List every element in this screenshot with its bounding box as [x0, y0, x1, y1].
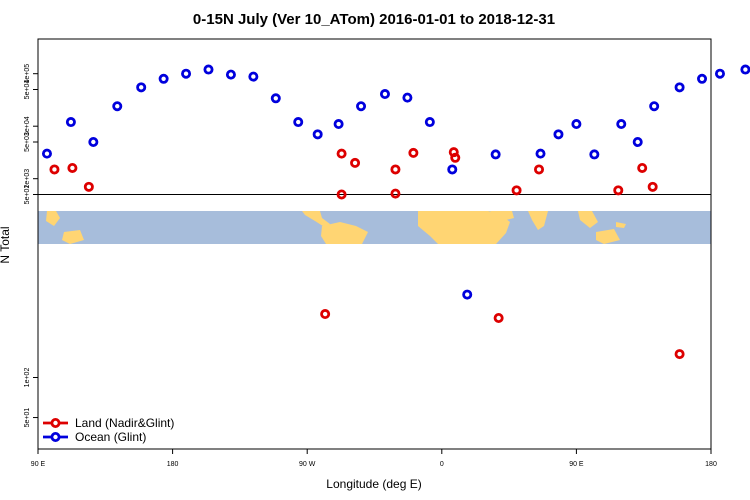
y-axis-label: N Total [0, 226, 12, 263]
y-tick-label: 1e+05 [24, 64, 31, 84]
ocean-point [447, 164, 458, 175]
ocean-point [112, 101, 123, 112]
y-axis: 1e+015e+011e+025e+021e+035e+031e+045e+04… [24, 64, 38, 428]
ocean-point [333, 119, 344, 130]
land-point [83, 181, 94, 192]
ocean-point [312, 129, 323, 140]
y-tick-label: 5e+04 [24, 80, 31, 100]
land-point [336, 189, 347, 200]
x-tick-label: 90 E [569, 461, 584, 468]
ocean-point [88, 136, 99, 147]
x-tick-label: 90 E [31, 461, 46, 468]
ocean-point [697, 73, 708, 84]
ocean-point [136, 82, 147, 93]
ocean-point [740, 64, 750, 75]
land-point [647, 181, 658, 192]
ocean-point [203, 64, 214, 75]
land-point [511, 185, 522, 196]
land-pacific-islands [616, 222, 626, 228]
land-arabia [490, 211, 514, 221]
land-point [534, 164, 545, 175]
ocean-point [490, 149, 501, 160]
land-point [336, 148, 347, 159]
ocean-point [158, 73, 169, 84]
land-australia-north [62, 230, 84, 244]
land-southeast-asia [46, 211, 60, 226]
land-point [450, 152, 461, 163]
land-africa [418, 211, 510, 244]
y-tick-label: 5e+01 [24, 408, 31, 428]
ocean-point [674, 82, 685, 93]
ocean-point [270, 93, 281, 104]
y-tick-label: 5e+02 [24, 185, 31, 205]
ocean-point [65, 117, 76, 128]
land-point [390, 164, 401, 175]
x-axis: 90 E 180 90 W 0 90 E 180 [31, 449, 717, 468]
ocean-point [632, 136, 643, 147]
world-map-band [38, 211, 711, 244]
land-point [493, 313, 504, 324]
ocean-point [616, 119, 627, 130]
land-point [67, 162, 78, 173]
ocean-point [41, 148, 52, 159]
data-points [41, 64, 750, 360]
ocean-point [181, 68, 192, 79]
ocean-point [535, 148, 546, 159]
land-point [408, 147, 419, 158]
land-central-america [302, 211, 330, 228]
ocean-point [248, 71, 259, 82]
land-point [320, 309, 331, 320]
plot-frame [37, 38, 712, 450]
legend-marker [50, 431, 61, 442]
chart-title: 0-15N July (Ver 10_ATom) 2016-01-01 to 2… [193, 11, 555, 28]
legend-label: Land (Nadir&Glint) [75, 416, 174, 430]
y-tick-label: 1e+04 [24, 116, 31, 136]
land-point [350, 157, 361, 168]
y-tick-label: 1e+03 [24, 169, 31, 189]
ocean-point [225, 69, 236, 80]
ocean-point [356, 101, 367, 112]
land-south-america [321, 222, 368, 244]
land-point [637, 162, 648, 173]
y-tick-label: 1e+02 [24, 368, 31, 388]
x-axis-label: Longitude (deg E) [326, 477, 421, 491]
ocean-point [571, 119, 582, 130]
ocean-point [553, 129, 564, 140]
land-australia-north-east [596, 229, 620, 244]
land-point [49, 164, 60, 175]
x-tick-label: 0 [440, 461, 444, 468]
land-point [390, 188, 401, 199]
land-southeast-asia-east [578, 211, 598, 228]
y-tick-label: 5e+03 [24, 132, 31, 152]
ocean-point [649, 101, 660, 112]
legend-label: Ocean (Glint) [75, 430, 146, 444]
x-tick-label: 90 W [299, 461, 316, 468]
land-point [674, 349, 685, 360]
ocean-point [293, 117, 304, 128]
x-tick-label: 180 [167, 461, 179, 468]
ocean-point [462, 289, 473, 300]
plot-area [37, 38, 750, 450]
land-point [613, 185, 624, 196]
ocean-point [424, 117, 435, 128]
land-india [528, 211, 548, 230]
x-tick-label: 180 [705, 461, 717, 468]
ocean-point [402, 92, 413, 103]
ocean-point [589, 149, 600, 160]
ocean-point [379, 89, 390, 100]
legend: Land (Nadir&Glint)Ocean (Glint) [43, 416, 174, 444]
legend-marker [50, 417, 61, 428]
ocean-point [714, 68, 725, 79]
